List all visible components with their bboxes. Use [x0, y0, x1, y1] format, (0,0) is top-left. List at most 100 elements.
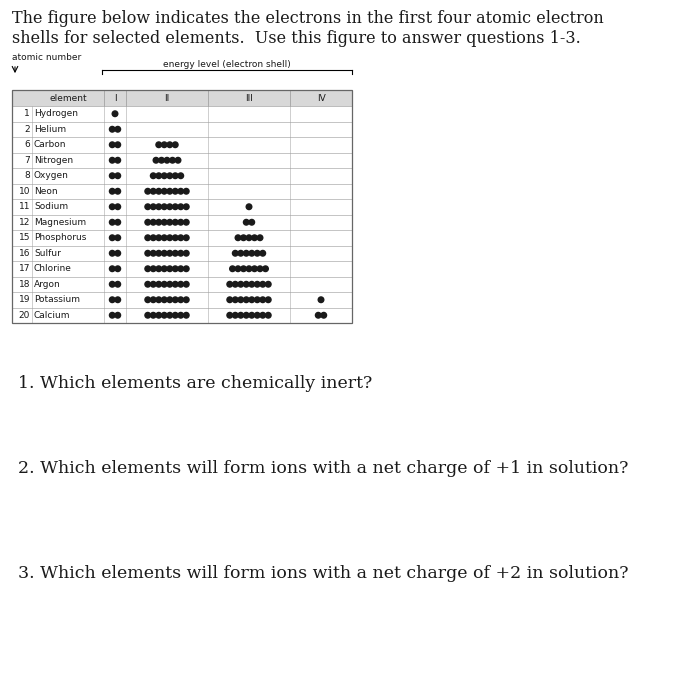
- Circle shape: [167, 204, 173, 210]
- Circle shape: [145, 235, 150, 241]
- Circle shape: [109, 266, 115, 271]
- Circle shape: [109, 158, 115, 163]
- Circle shape: [115, 142, 120, 148]
- Circle shape: [178, 219, 183, 225]
- Circle shape: [145, 189, 150, 194]
- Circle shape: [260, 251, 265, 256]
- Text: 7: 7: [25, 155, 30, 164]
- Circle shape: [109, 142, 115, 148]
- Circle shape: [150, 282, 156, 287]
- Circle shape: [167, 282, 173, 287]
- Circle shape: [159, 158, 164, 163]
- Text: IV: IV: [316, 94, 326, 103]
- Circle shape: [156, 189, 162, 194]
- Text: Hydrogen: Hydrogen: [34, 109, 78, 118]
- Circle shape: [178, 282, 183, 287]
- Circle shape: [109, 204, 115, 210]
- Circle shape: [162, 189, 167, 194]
- Text: 19: 19: [18, 295, 30, 304]
- Text: 20: 20: [19, 311, 30, 320]
- Circle shape: [230, 266, 235, 271]
- Text: 16: 16: [18, 248, 30, 257]
- Circle shape: [265, 282, 271, 287]
- Bar: [12, 246, 352, 261]
- Circle shape: [150, 297, 156, 303]
- Circle shape: [109, 312, 115, 318]
- Circle shape: [162, 142, 167, 148]
- Bar: [12, 106, 352, 121]
- Circle shape: [167, 266, 173, 271]
- Text: I: I: [113, 94, 116, 103]
- Circle shape: [167, 173, 173, 178]
- Circle shape: [156, 142, 162, 148]
- Bar: [12, 230, 352, 246]
- Circle shape: [162, 204, 167, 210]
- Circle shape: [172, 282, 178, 287]
- Circle shape: [178, 204, 183, 210]
- Bar: [12, 121, 352, 137]
- Text: 1. Which elements are chemically inert?: 1. Which elements are chemically inert?: [18, 375, 372, 392]
- Circle shape: [244, 282, 249, 287]
- Bar: [12, 292, 352, 307]
- Circle shape: [162, 312, 167, 318]
- Text: Potassium: Potassium: [34, 295, 80, 304]
- Text: Argon: Argon: [34, 280, 61, 289]
- Circle shape: [321, 312, 326, 318]
- Circle shape: [162, 251, 167, 256]
- Text: Magnesium: Magnesium: [34, 218, 86, 227]
- Circle shape: [244, 219, 249, 225]
- Text: 8: 8: [25, 171, 30, 180]
- Text: 3. Which elements will form ions with a net charge of +2 in solution?: 3. Which elements will form ions with a …: [18, 565, 629, 582]
- Circle shape: [156, 219, 162, 225]
- Text: Oxygen: Oxygen: [34, 171, 69, 180]
- Circle shape: [255, 312, 260, 318]
- Bar: [12, 307, 352, 323]
- Circle shape: [172, 297, 178, 303]
- Circle shape: [145, 312, 150, 318]
- Circle shape: [164, 158, 170, 163]
- Circle shape: [246, 235, 252, 241]
- Text: 15: 15: [18, 233, 30, 242]
- Circle shape: [249, 251, 255, 256]
- Circle shape: [183, 204, 189, 210]
- Circle shape: [232, 282, 238, 287]
- Circle shape: [145, 297, 150, 303]
- Circle shape: [156, 297, 162, 303]
- Circle shape: [145, 204, 150, 210]
- Bar: [12, 199, 352, 214]
- Circle shape: [183, 235, 189, 241]
- Circle shape: [115, 219, 120, 225]
- Circle shape: [172, 173, 178, 178]
- Circle shape: [172, 142, 178, 148]
- Circle shape: [115, 282, 120, 287]
- Circle shape: [172, 312, 178, 318]
- Circle shape: [183, 297, 189, 303]
- Text: energy level (electron shell): energy level (electron shell): [163, 60, 291, 69]
- Text: Neon: Neon: [34, 187, 57, 196]
- Circle shape: [172, 189, 178, 194]
- Circle shape: [156, 266, 162, 271]
- Circle shape: [246, 266, 252, 271]
- Circle shape: [115, 297, 120, 303]
- Circle shape: [109, 235, 115, 241]
- Circle shape: [235, 266, 241, 271]
- Circle shape: [255, 282, 260, 287]
- Text: 10: 10: [18, 187, 30, 196]
- Text: III: III: [245, 94, 253, 103]
- Circle shape: [241, 235, 246, 241]
- Circle shape: [183, 266, 189, 271]
- Bar: [12, 276, 352, 292]
- Text: The figure below indicates the electrons in the first four atomic electron: The figure below indicates the electrons…: [12, 10, 603, 27]
- Circle shape: [156, 235, 162, 241]
- Circle shape: [172, 219, 178, 225]
- Circle shape: [115, 204, 120, 210]
- Circle shape: [249, 282, 255, 287]
- Circle shape: [109, 219, 115, 225]
- Circle shape: [167, 189, 173, 194]
- Circle shape: [169, 158, 175, 163]
- Circle shape: [232, 312, 238, 318]
- Text: Sodium: Sodium: [34, 202, 68, 211]
- Bar: [12, 90, 352, 106]
- Circle shape: [265, 312, 271, 318]
- Circle shape: [227, 282, 232, 287]
